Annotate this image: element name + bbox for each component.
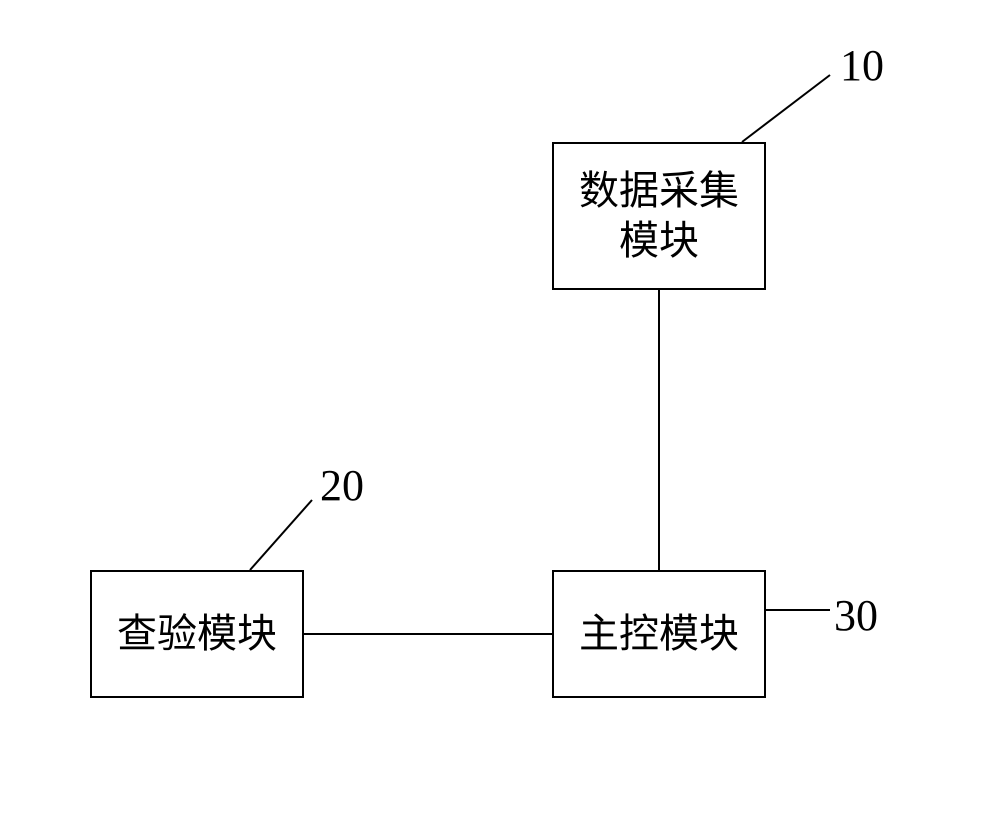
- node-label-line2: 模块: [619, 218, 699, 263]
- callout-line-10: [742, 75, 830, 142]
- callout-label-20: 20: [320, 460, 364, 511]
- callout-line-20: [250, 500, 312, 570]
- callout-label-30: 30: [834, 590, 878, 641]
- node-data-collection: 数据采集 模块: [552, 142, 766, 290]
- diagram-canvas: 数据采集 模块 查验模块 主控模块 10 20 30: [0, 0, 1000, 838]
- connector-overlay: [0, 0, 1000, 838]
- node-label-line1: 数据采集: [579, 168, 739, 213]
- node-label: 数据采集 模块: [579, 166, 739, 266]
- node-main-control: 主控模块: [552, 570, 766, 698]
- node-label: 主控模块: [579, 609, 739, 659]
- node-inspection: 查验模块: [90, 570, 304, 698]
- callout-label-10: 10: [840, 40, 884, 91]
- node-label: 查验模块: [117, 609, 277, 659]
